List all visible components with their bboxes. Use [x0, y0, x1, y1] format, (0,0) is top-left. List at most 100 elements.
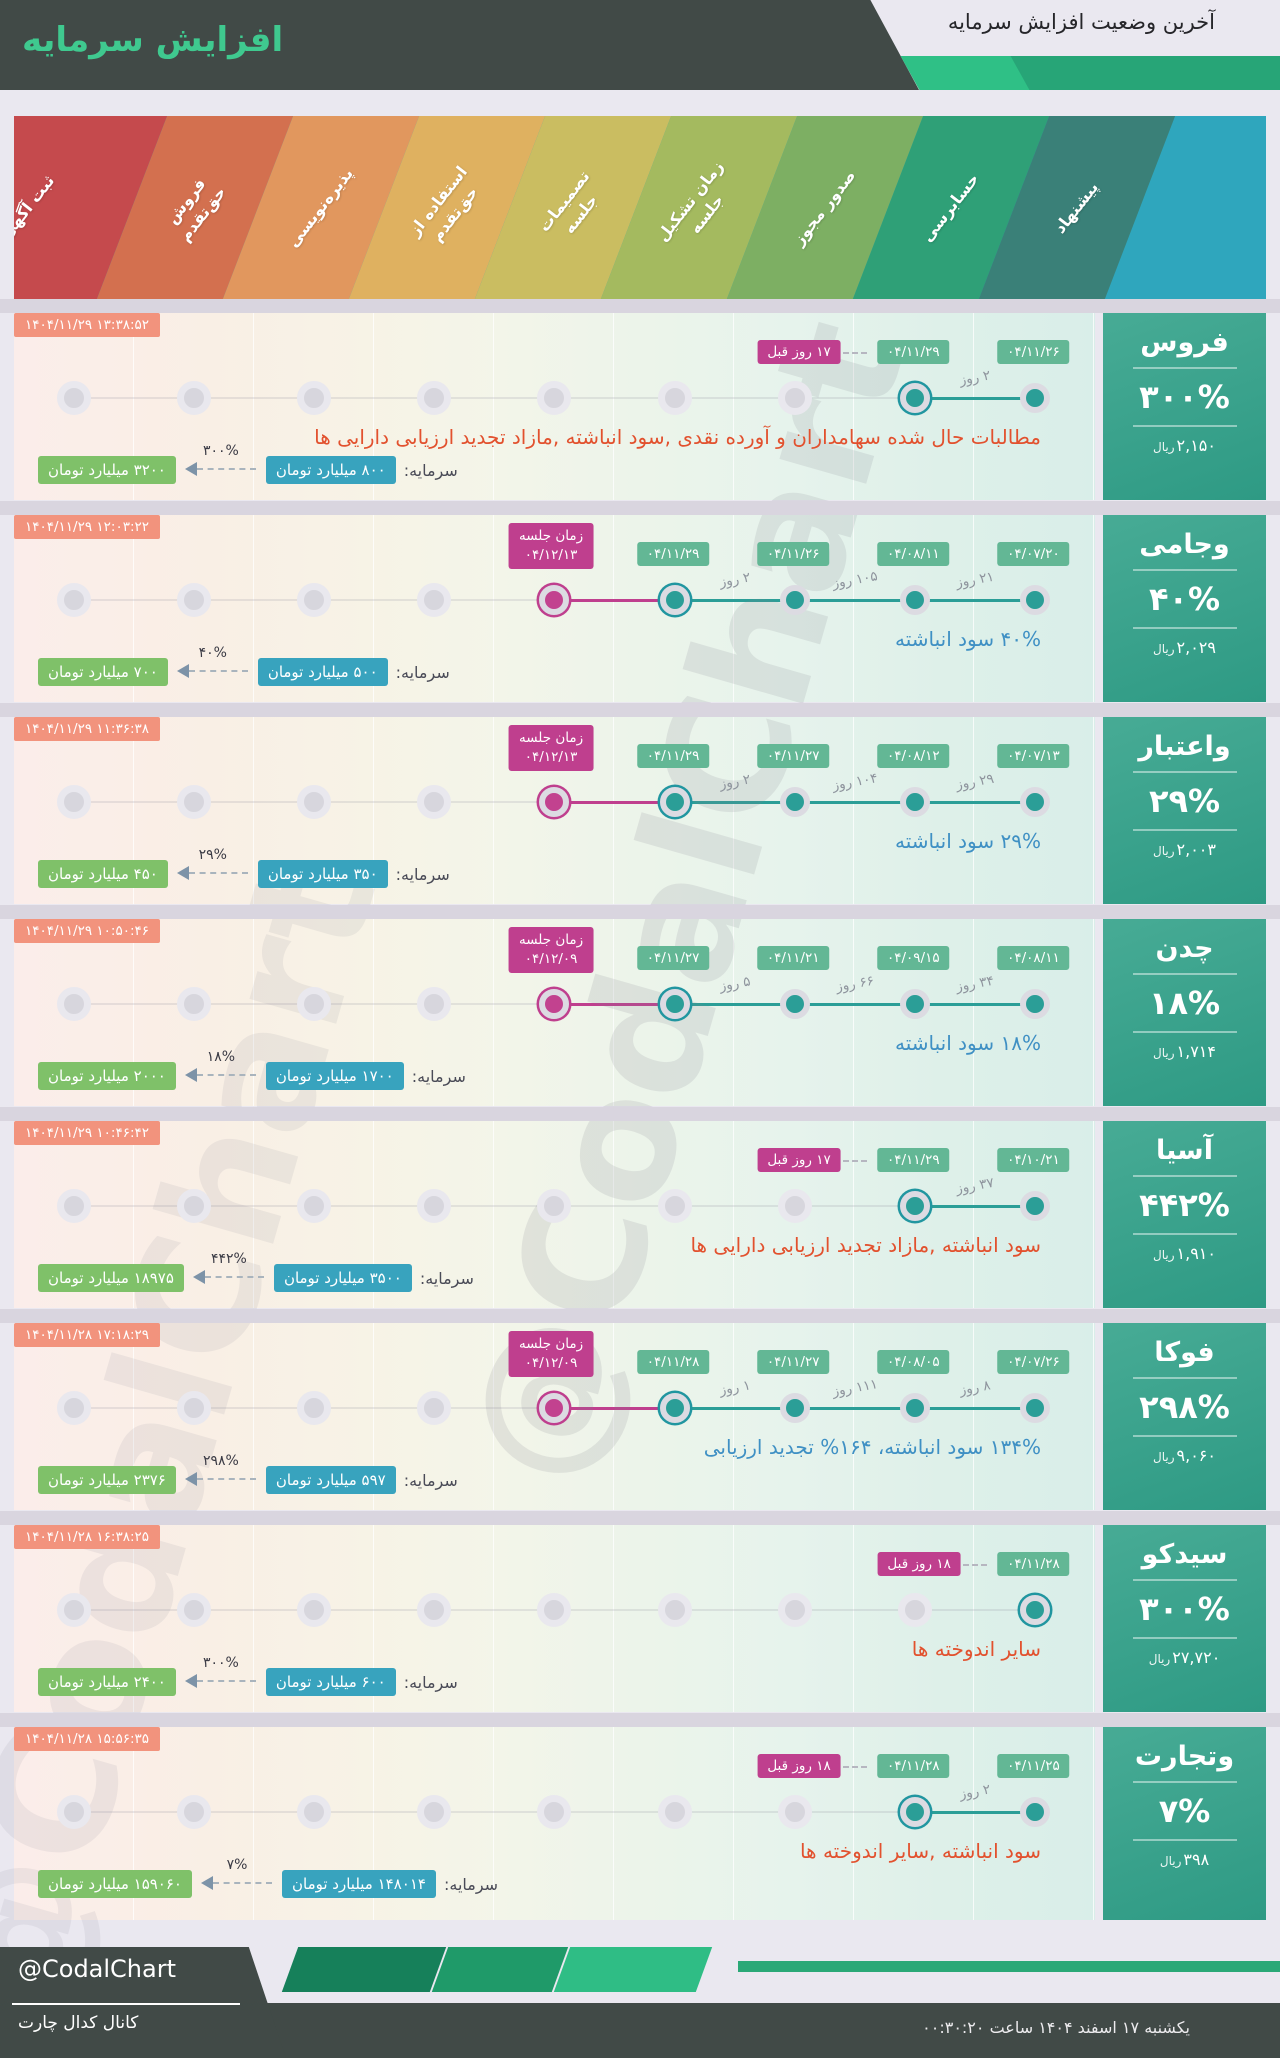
company-increase-percent: ۷% [1158, 1792, 1211, 1830]
capital-percent: ۷% [226, 1857, 248, 1873]
stage-dot-empty [57, 1795, 92, 1829]
event-date-badge: ۰۴/۱۱/۲۷ [636, 946, 710, 970]
update-timestamp-badge: ۱۴۰۴/۱۱/۲۸ ۱۵:۵۶:۳۵ [14, 1727, 160, 1751]
capital-label: سرمایه: [395, 864, 450, 884]
row-divider [0, 703, 1280, 717]
card-divider [1132, 829, 1237, 831]
capital-arrow-dash [196, 1680, 256, 1682]
header: افزایش سرمایه آخرین وضعیت افزایش سرمایه [0, 0, 1280, 90]
company-increase-percent: ۲۹۸% [1139, 1388, 1230, 1426]
event-date-badge: ۰۴/۱۰/۲۱ [997, 1148, 1070, 1172]
stage-dot-empty [57, 583, 92, 617]
capital-line: سرمایه: ۵۹۷ میلیارد تومان ۲۹۸% ۲۳۷۶ میلیارد… [38, 1453, 458, 1495]
capital-arrow-dash [188, 670, 248, 672]
capital-arrow-head-icon [184, 462, 197, 476]
company-price-value: ۲,۰۰۳ [1176, 840, 1216, 859]
capital-label: سرمایه: [403, 1470, 458, 1490]
rial-unit-label: ریال [1148, 1652, 1171, 1666]
stage-dot-empty [657, 1593, 692, 1627]
meeting-date-badge: زمان جلسه ۰۴/۱۲/۰۹ [508, 1331, 594, 1377]
stage-dot-empty [177, 583, 212, 617]
capital-label: سرمایه: [403, 460, 458, 480]
stage-dot-empty [57, 785, 92, 819]
stage-dot-active [779, 1393, 810, 1423]
company-price: ۹,۰۶۰ریال [1153, 1446, 1216, 1465]
company-card: سیدکو ۳۰۰% ۲۷,۷۲۰ریال [1103, 1525, 1266, 1712]
stage-dot-active [1019, 787, 1050, 817]
capital-label: سرمایه: [443, 1874, 499, 1894]
capital-after-badge: ۲۴۰۰ میلیارد تومان [38, 1668, 176, 1696]
stage-dot-empty [417, 1593, 452, 1627]
stage-dot-empty [657, 381, 692, 415]
company-price: ۲,۰۲۹ریال [1153, 638, 1216, 657]
rial-unit-label: ریال [1153, 1450, 1175, 1464]
company-increase-percent: ۲۹% [1148, 782, 1221, 820]
capital-arrow-dash [212, 1882, 272, 1884]
company-price: ۲۷,۷۲۰ریال [1149, 1648, 1221, 1667]
company-row: ۱۴۰۴/۱۱/۲۹ ۱۰:۴۶:۴۲ ۰۴/۱۱/۲۹ ۱۷ روز قبل ۰۴/… [14, 1121, 1266, 1308]
card-divider [1132, 1031, 1237, 1033]
capital-arrow-dash [196, 1074, 256, 1076]
update-timestamp-badge: ۱۴۰۴/۱۱/۲۹ ۱۲:۰۳:۲۲ [14, 515, 160, 539]
stage-dot-empty [177, 1189, 212, 1223]
capital-arrow: ۲۹% [176, 847, 250, 889]
days-ago-connector [842, 352, 867, 354]
stage-dot-empty [177, 1593, 212, 1627]
stage-dot-empty [297, 1593, 332, 1627]
capital-percent: ۲۹۸% [202, 1453, 239, 1469]
stage-dot-active [1019, 989, 1050, 1019]
capital-arrow: ۳۰۰% [184, 443, 258, 485]
stage-dot-empty [57, 1593, 92, 1627]
stage-dot-active [1019, 585, 1050, 615]
stage-dot-empty [177, 785, 212, 819]
stage-dot-empty [297, 1795, 332, 1829]
update-timestamp-badge: ۱۴۰۴/۱۱/۲۹ ۱۳:۳۸:۵۲ [14, 313, 160, 337]
stage-dot-active [659, 787, 690, 817]
capital-percent: ۳۰۰% [202, 443, 239, 459]
stage-dot-empty [537, 1593, 572, 1627]
capital-arrow-head-icon [176, 664, 189, 678]
footer-thin-bar [738, 1961, 1280, 1972]
event-date-badge: ۰۴/۱۱/۲۹ [636, 542, 710, 566]
timeline-done-segment [674, 1407, 1035, 1410]
stage-dot-meeting [539, 787, 570, 817]
stage-dot-active [1019, 383, 1050, 413]
stage-label: تصمیمات جلسه [534, 166, 602, 237]
footer-green-shape [431, 1947, 569, 1992]
timeline-done-segment [674, 801, 1035, 804]
capital-label: سرمایه: [395, 662, 450, 682]
stage-dot-empty [177, 1391, 212, 1425]
days-ago-badge: ۱۷ روز قبل [757, 1148, 841, 1172]
stage-dot-empty [177, 381, 212, 415]
stage-dot-active [899, 787, 930, 817]
days-ago-badge: ۱۷ روز قبل [757, 340, 841, 364]
meeting-badge-date: ۰۴/۱۲/۰۹ [524, 1354, 578, 1371]
stage-dot-active [899, 1797, 930, 1827]
stage-dot-active [899, 1191, 930, 1221]
increase-source-description: ۲۹% سود انباشته [895, 829, 1041, 853]
capital-arrow-head-icon [184, 1068, 197, 1082]
stage-dot-empty [417, 1189, 452, 1223]
card-divider [1132, 1435, 1237, 1437]
company-row: ۱۴۰۴/۱۱/۲۸ ۱۶:۳۸:۲۵ ۰۴/۱۱/۲۸ ۱۸ روز قبل سای… [14, 1525, 1266, 1712]
capital-label: سرمایه: [403, 1672, 458, 1692]
timeline-meeting-segment [554, 1003, 675, 1006]
capital-line: سرمایه: ۱۷۰۰ میلیارد تومان ۱۸% ۲۰۰۰ میلیارد… [38, 1049, 466, 1091]
company-price: ۲,۱۵۰ریال [1153, 436, 1216, 455]
days-ago-connector [842, 1160, 867, 1162]
row-divider [0, 1713, 1280, 1727]
update-timestamp-badge: ۱۴۰۴/۱۱/۲۸ ۱۷:۱۸:۲۹ [14, 1323, 160, 1347]
stage-dot-empty [657, 1795, 692, 1829]
update-timestamp-badge: ۱۴۰۴/۱۱/۲۹ ۱۰:۵۰:۴۶ [14, 919, 160, 943]
stage-dot-active [1019, 1595, 1050, 1625]
footer-divider-line [12, 2003, 240, 2005]
stage-dot-empty [777, 1189, 812, 1223]
company-name: فروس [1140, 327, 1229, 358]
capital-arrow-head-icon [200, 1876, 213, 1890]
stage-dot-empty [417, 1391, 452, 1425]
increase-source-description: سود انباشته ,سایر اندوخته ها [799, 1839, 1041, 1863]
company-row: ۱۴۰۴/۱۱/۲۹ ۱۲:۰۳:۲۲ زمان جلسه ۰۴/۱۲/۱۳ ۰۴/۱… [14, 515, 1266, 702]
event-date-badge: ۰۴/۱۱/۲۶ [756, 542, 830, 566]
capital-arrow-head-icon [176, 866, 189, 880]
stage-dot-active [779, 585, 810, 615]
